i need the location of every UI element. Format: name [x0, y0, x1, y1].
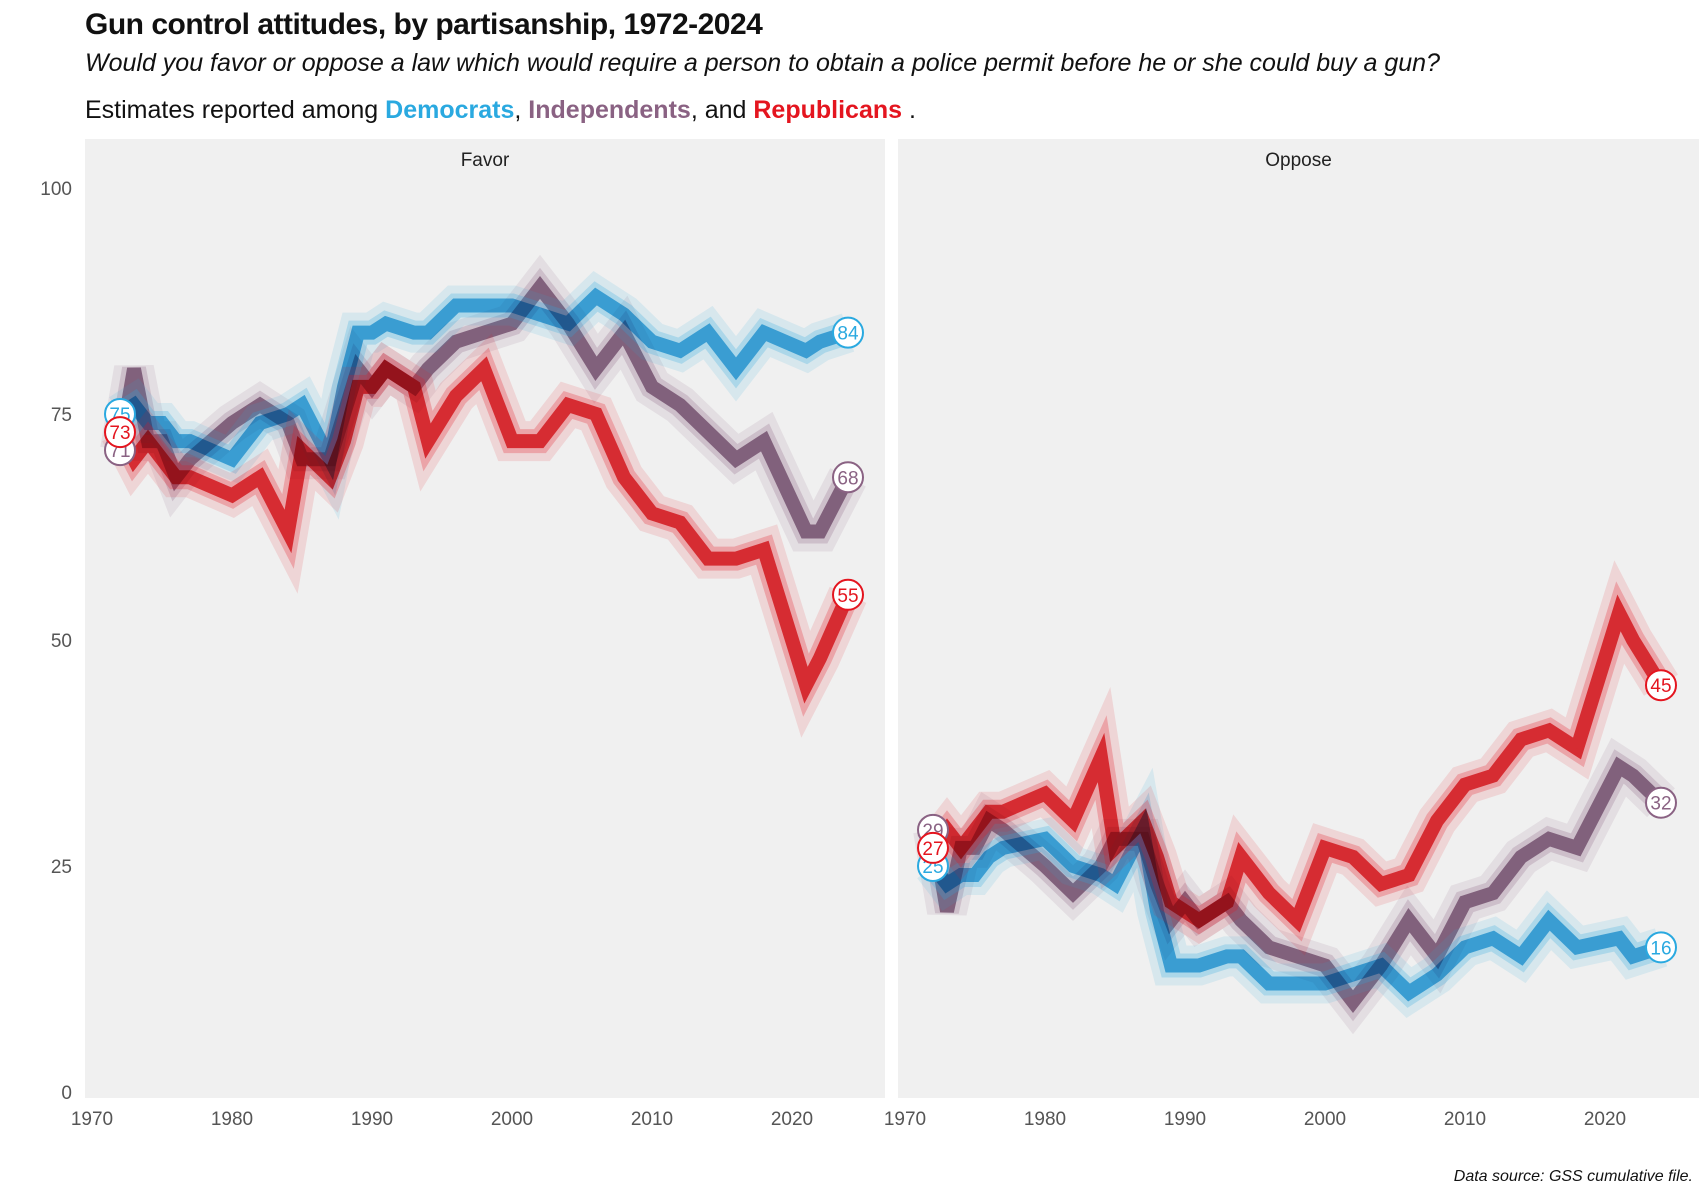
- value-label: 27: [922, 839, 943, 860]
- democrats-line: [927, 808, 1664, 1002]
- x-tick-label: 1980: [1024, 1109, 1066, 1130]
- value-label: 73: [109, 423, 130, 444]
- panel-oppose: Oppose: [898, 139, 1699, 1098]
- label-circle: [832, 578, 864, 611]
- y-tick-label: 0: [61, 1083, 72, 1104]
- facet-label: Favor: [461, 150, 510, 171]
- republicans-start-label: 73: [104, 416, 136, 449]
- republicans-end-label: 45: [1645, 669, 1677, 702]
- value-label: 68: [837, 468, 858, 489]
- x-tick-label: 2020: [1584, 1109, 1626, 1130]
- legend-democrats: Democrats: [385, 96, 515, 124]
- label-circle: [1645, 931, 1677, 964]
- legend-sep: ,: [514, 96, 522, 124]
- legend-republicans: Republicans: [753, 96, 903, 124]
- independents-end-label: 32: [1645, 786, 1677, 819]
- republicans-end-label: 55: [832, 578, 864, 611]
- label-circle: [1645, 669, 1677, 702]
- data-source: Data source: GSS cumulative file.: [1453, 1168, 1693, 1185]
- x-tick-label: 2000: [491, 1109, 533, 1130]
- y-tick-label: 75: [51, 405, 72, 426]
- label-circle: [1645, 786, 1677, 819]
- panel-favor: Favor: [85, 139, 885, 1098]
- x-tick-label: 2010: [631, 1109, 673, 1130]
- x-tick-label: 2000: [1304, 1109, 1346, 1130]
- independents-end-label: 68: [832, 461, 864, 494]
- legend-sep: , and: [690, 96, 747, 124]
- legend-prefix: Estimates reported among: [85, 96, 379, 124]
- y-tick-label: 25: [51, 857, 72, 878]
- legend-independents: Independents: [528, 96, 691, 124]
- democrats-end-label: 16: [1645, 931, 1677, 964]
- republicans-line: [113, 356, 855, 704]
- y-tick-label: 50: [51, 631, 72, 652]
- x-tick-label: 2010: [1444, 1109, 1486, 1130]
- independents-line: [926, 756, 1666, 1014]
- value-label: 84: [837, 324, 859, 345]
- label-circle: [917, 831, 949, 864]
- facet-label: Oppose: [1265, 150, 1332, 171]
- legend-end: .: [908, 96, 916, 124]
- chart-subtitle: Would you favor or oppose a law which wo…: [85, 49, 1440, 77]
- x-tick-label: 1970: [71, 1109, 113, 1130]
- label-circle: [104, 416, 136, 449]
- value-label: 55: [837, 586, 858, 607]
- legend: Estimates reported among Democrats, Inde…: [85, 96, 916, 125]
- independents-line: [113, 276, 855, 539]
- value-label: 45: [1650, 676, 1671, 697]
- value-label: 32: [1650, 794, 1671, 815]
- label-circle: [832, 461, 864, 494]
- y-tick-label: 100: [40, 179, 72, 200]
- chart-title: Gun control attitudes, by partisanship, …: [85, 8, 763, 41]
- republicans-line: [927, 594, 1667, 933]
- label-circle: [832, 316, 864, 349]
- x-tick-label: 1990: [351, 1109, 393, 1130]
- value-label: 16: [1650, 938, 1671, 959]
- democrats-line: [116, 287, 851, 481]
- x-tick-label: 1990: [1164, 1109, 1206, 1130]
- x-tick-label: 1980: [211, 1109, 253, 1130]
- republicans-start-label: 27: [917, 831, 949, 864]
- democrats-end-label: 84: [832, 316, 864, 349]
- x-tick-label: 2020: [771, 1109, 813, 1130]
- x-tick-label: 1970: [884, 1109, 926, 1130]
